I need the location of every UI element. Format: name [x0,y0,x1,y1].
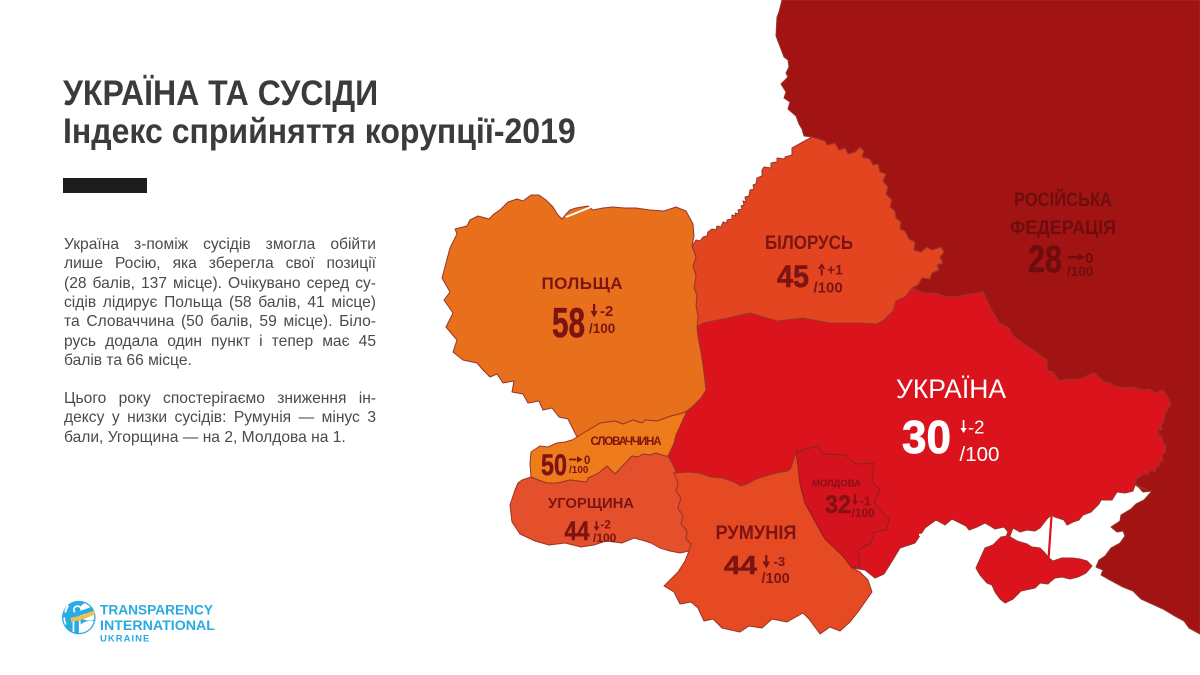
svg-text:-2: -2 [601,520,611,532]
svg-text:INTERNATIONAL: INTERNATIONAL [100,618,215,633]
svg-text:/100: /100 [1067,264,1093,279]
svg-text:РОСІЙСЬКА: РОСІЙСЬКА [1014,189,1112,211]
svg-text:МОЛДОВА: МОЛДОВА [812,478,861,490]
svg-text:0: 0 [584,455,590,467]
svg-text:-2: -2 [600,303,613,320]
svg-text:+1: +1 [827,262,843,278]
svg-text:/100: /100 [569,465,589,476]
svg-text:/100: /100 [762,571,790,587]
svg-text:50: 50 [541,449,567,482]
svg-text:/100: /100 [589,321,615,336]
svg-text:0: 0 [1085,250,1093,267]
svg-text:-1: -1 [860,494,871,508]
svg-text:30: 30 [902,411,951,463]
svg-text:УГОРЩИНА: УГОРЩИНА [548,496,635,512]
svg-text:TRANSPARENCY: TRANSPARENCY [100,603,213,618]
svg-text:ПОЛЬЩА: ПОЛЬЩА [542,274,623,293]
svg-text:44: 44 [565,516,590,546]
svg-text:/100: /100 [852,506,876,520]
svg-text:БІЛОРУСЬ: БІЛОРУСЬ [765,232,853,254]
svg-text:UKRAINE: UKRAINE [100,634,150,645]
svg-text:45: 45 [777,258,809,294]
svg-text:РУМУНІЯ: РУМУНІЯ [716,523,797,544]
svg-text:32: 32 [825,491,851,519]
svg-text:44: 44 [724,550,758,580]
svg-text:ФЕДЕРАЦІЯ: ФЕДЕРАЦІЯ [1010,218,1116,239]
svg-text:/100: /100 [960,443,1000,466]
svg-text:СЛОВАЧЧИНА: СЛОВАЧЧИНА [591,436,662,448]
svg-text:/100: /100 [814,280,843,297]
svg-text:-2: -2 [968,417,984,438]
svg-text:58: 58 [552,299,585,346]
svg-text:/100: /100 [593,531,617,545]
svg-text:УКРАЇНА: УКРАЇНА [896,374,1006,404]
svg-text:-3: -3 [774,554,786,569]
svg-text:28: 28 [1028,239,1062,281]
